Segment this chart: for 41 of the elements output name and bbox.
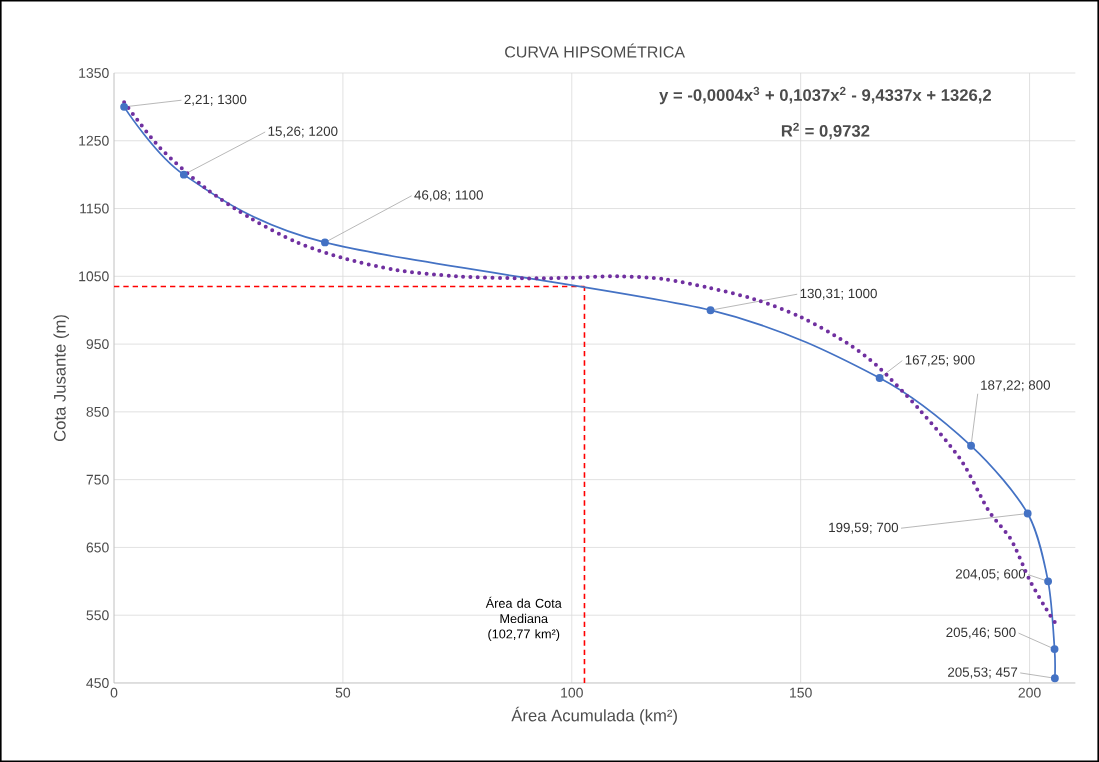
x-tick-label: 100 [561,687,583,698]
y-tick-label: 450 [86,678,109,688]
y-tick-label: 750 [86,474,109,485]
x-tick-label: 150 [790,687,812,698]
point [875,374,884,382]
point [967,441,975,450]
data-label: 187,22; 800 [981,380,1051,392]
data-label: 130,31; 1000 [800,288,877,300]
y-axis-title: Cota Jusante (m) [53,315,69,442]
data-label: 46,08; 1100 [414,190,483,202]
point [120,102,129,111]
y-tick-label: 650 [86,542,109,553]
point [1023,509,1032,518]
data-label: 205,53; 457 [948,667,1018,679]
annotation: R$^{2}$ = 0,9732 [781,122,870,140]
point [321,238,329,247]
x-tick-label: 0 [110,687,118,698]
x-axis-title: Área Acumulada (km²) [511,706,677,725]
y-tick-label: 1350 [79,68,109,78]
chart-title: CURVA HIPSOMÉTRICA [505,43,686,58]
point [1050,674,1059,683]
y-tick-label: 550 [86,610,109,621]
annotation: y = -0,0004x$^{3}$ + 0,1037x$^{2}$ - 9,4337x + 1326,2 [659,86,992,105]
data-label: 199,59; 700 [829,522,899,534]
data-label: 15,26; 1200 [268,126,338,138]
point [1050,645,1059,654]
y-tick-label: 1150 [80,203,109,214]
point [1044,577,1053,586]
y-tick-label: 950 [86,339,109,350]
x-tick-label: 200 [1018,687,1041,698]
ref-line-label: Área da Cota Mediana (102,77 km²) [485,596,562,641]
y-tick-label: 1250 [79,135,109,146]
data-label: 167,25; 900 [905,355,975,367]
y-tick-label: 850 [86,406,109,417]
data-label: 204,05; 600 [955,569,1026,581]
y-tick-label: 1050 [79,271,109,282]
point [179,170,188,179]
point [706,306,715,315]
data-label: 205,46; 500 [946,627,1016,639]
x-tick-label: 50 [335,687,351,698]
data-label: 2,21; 1300 [184,94,247,106]
